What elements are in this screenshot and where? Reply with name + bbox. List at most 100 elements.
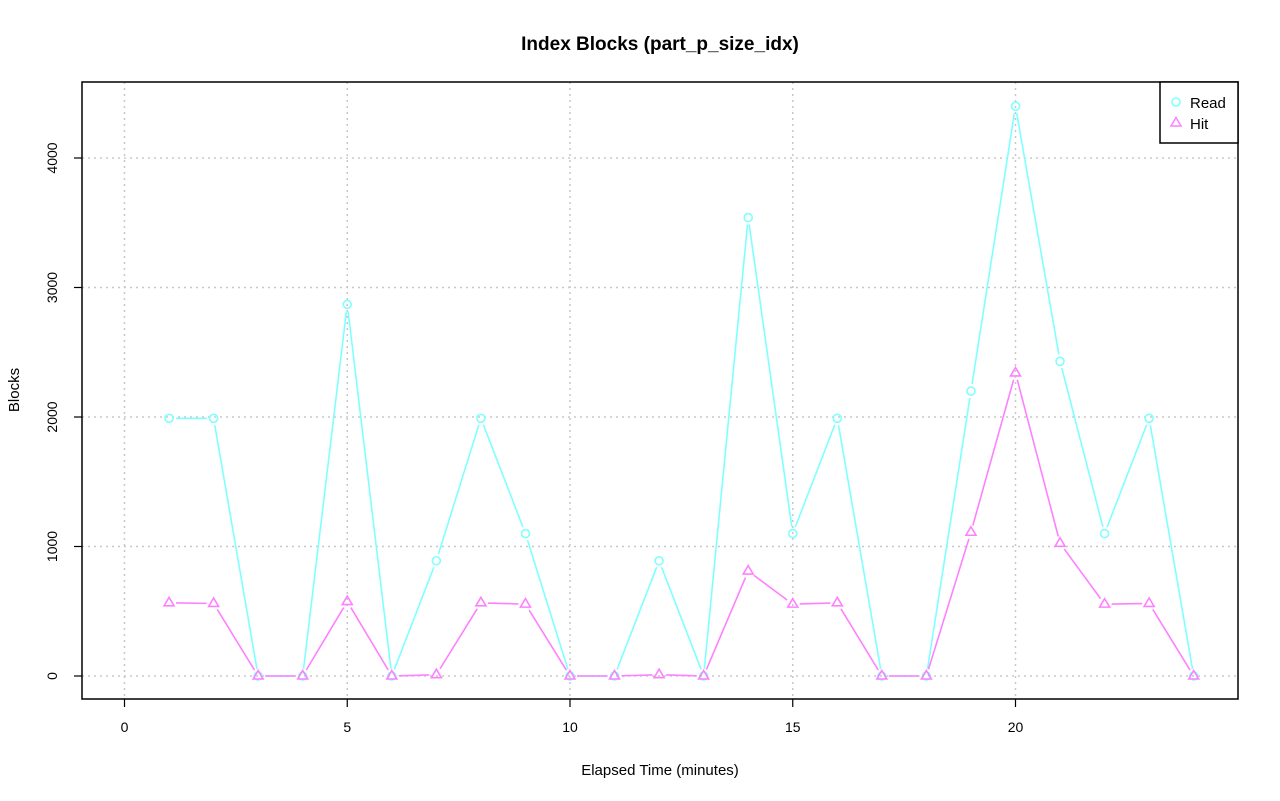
data-point-hit [920, 668, 933, 680]
x-tick-label: 5 [343, 719, 351, 735]
legend-box [1159, 81, 1239, 144]
series-read-segment [214, 425, 258, 670]
series-read-segment [1106, 424, 1148, 528]
data-point-read [966, 386, 976, 396]
series-read-segment [660, 566, 702, 670]
grid-lines [82, 82, 1238, 699]
data-point-read [431, 555, 442, 566]
legend-read-marker [1171, 97, 1181, 107]
series-hit-segment [1016, 379, 1060, 537]
y-tick-label: 1000 [44, 531, 60, 562]
data-point-read [654, 555, 664, 566]
series-layer [162, 101, 1201, 681]
data-point-hit [519, 597, 532, 608]
data-point-hit [385, 668, 399, 680]
series-read-segment [703, 224, 749, 670]
series-read-segment [1061, 367, 1104, 527]
data-point-read [476, 413, 486, 424]
data-point-read [520, 528, 531, 539]
series-hit-segment [1063, 548, 1102, 599]
series-hit-segment [439, 608, 478, 670]
series-read-segment [302, 311, 348, 670]
data-point-hit [741, 564, 755, 575]
data-point-hit [1187, 668, 1201, 680]
series-read-segment [926, 397, 971, 670]
data-point-hit [296, 668, 310, 680]
series-hit-segment [1152, 609, 1191, 671]
legend-hit-label: Hit [1190, 116, 1209, 133]
data-point-read [832, 413, 843, 424]
data-point-read [743, 212, 754, 223]
series-read-segment [794, 424, 836, 528]
series-read-segment [482, 424, 524, 528]
series-read-segment [393, 566, 435, 670]
x-tick-label: 20 [1008, 719, 1024, 735]
chart-title: Index Blocks (part_p_size_idx) [521, 34, 799, 55]
y-tick-label: 4000 [44, 142, 60, 173]
data-point-hit [429, 667, 443, 679]
data-point-hit [697, 668, 711, 680]
series-read-segment [748, 224, 793, 527]
series-hit-segment [927, 538, 970, 670]
series-hit-segment [753, 574, 788, 601]
series-read-segment [437, 424, 480, 555]
series-read-segment [616, 566, 658, 670]
plot-frame [81, 81, 1239, 700]
data-point-hit [830, 595, 844, 607]
series-read-segment [837, 425, 882, 670]
data-point-hit [474, 595, 488, 607]
series-hit [162, 365, 1201, 680]
data-point-read [787, 528, 798, 539]
series-hit-segment [216, 609, 256, 671]
series-hit-segment [487, 602, 519, 605]
data-point-read [1144, 413, 1154, 424]
series-read-segment [1149, 425, 1194, 670]
data-point-read [208, 413, 219, 424]
series-hit-segment [398, 674, 430, 677]
data-point-hit [563, 668, 577, 680]
series-hit-segment [666, 674, 697, 677]
data-point-hit [964, 525, 978, 537]
series-read-segment [347, 311, 392, 670]
data-point-hit [608, 668, 621, 680]
legend-read-label: Read [1190, 95, 1226, 112]
series-read-segment [1015, 112, 1060, 355]
series-read [164, 101, 1199, 681]
y-tick-label: 2000 [44, 401, 60, 432]
series-read-segment [971, 112, 1016, 385]
series-hit-segment [621, 674, 653, 677]
data-point-hit [1053, 536, 1067, 548]
x-tick-label: 10 [562, 719, 578, 735]
data-point-hit [207, 596, 220, 608]
data-point-hit [875, 668, 889, 680]
axes: 0 5 10 15 20 0 1000 2000 3000 4000 [44, 142, 1023, 735]
data-point-hit [1009, 365, 1022, 377]
legend-hit-marker [1169, 116, 1183, 127]
series-read-segment [526, 539, 569, 670]
series-hit-segment [972, 379, 1015, 526]
series-hit-segment [840, 608, 879, 671]
data-point-hit [162, 595, 176, 607]
legend: Read Hit [1159, 81, 1239, 144]
data-point-hit [340, 594, 354, 606]
data-point-read [1055, 356, 1065, 367]
data-point-hit [1098, 597, 1111, 608]
data-point-hit [251, 668, 265, 680]
data-point-hit [652, 667, 666, 679]
series-hit-segment [305, 607, 345, 671]
series-hit-segment [528, 609, 567, 671]
y-axis-label: Blocks [6, 368, 23, 412]
series-hit-segment [705, 577, 747, 670]
data-point-hit [786, 597, 800, 608]
x-tick-label: 15 [785, 719, 801, 735]
data-point-hit [1142, 596, 1156, 608]
x-axis-label: Elapsed Time (minutes) [581, 762, 739, 779]
series-hit-segment [350, 607, 389, 671]
y-tick-label: 3000 [44, 272, 60, 303]
data-point-read [342, 299, 353, 310]
data-point-read [1010, 101, 1021, 111]
data-point-read [1099, 528, 1110, 539]
y-tick-label: 0 [44, 672, 60, 680]
series-hit-segment [799, 602, 831, 605]
